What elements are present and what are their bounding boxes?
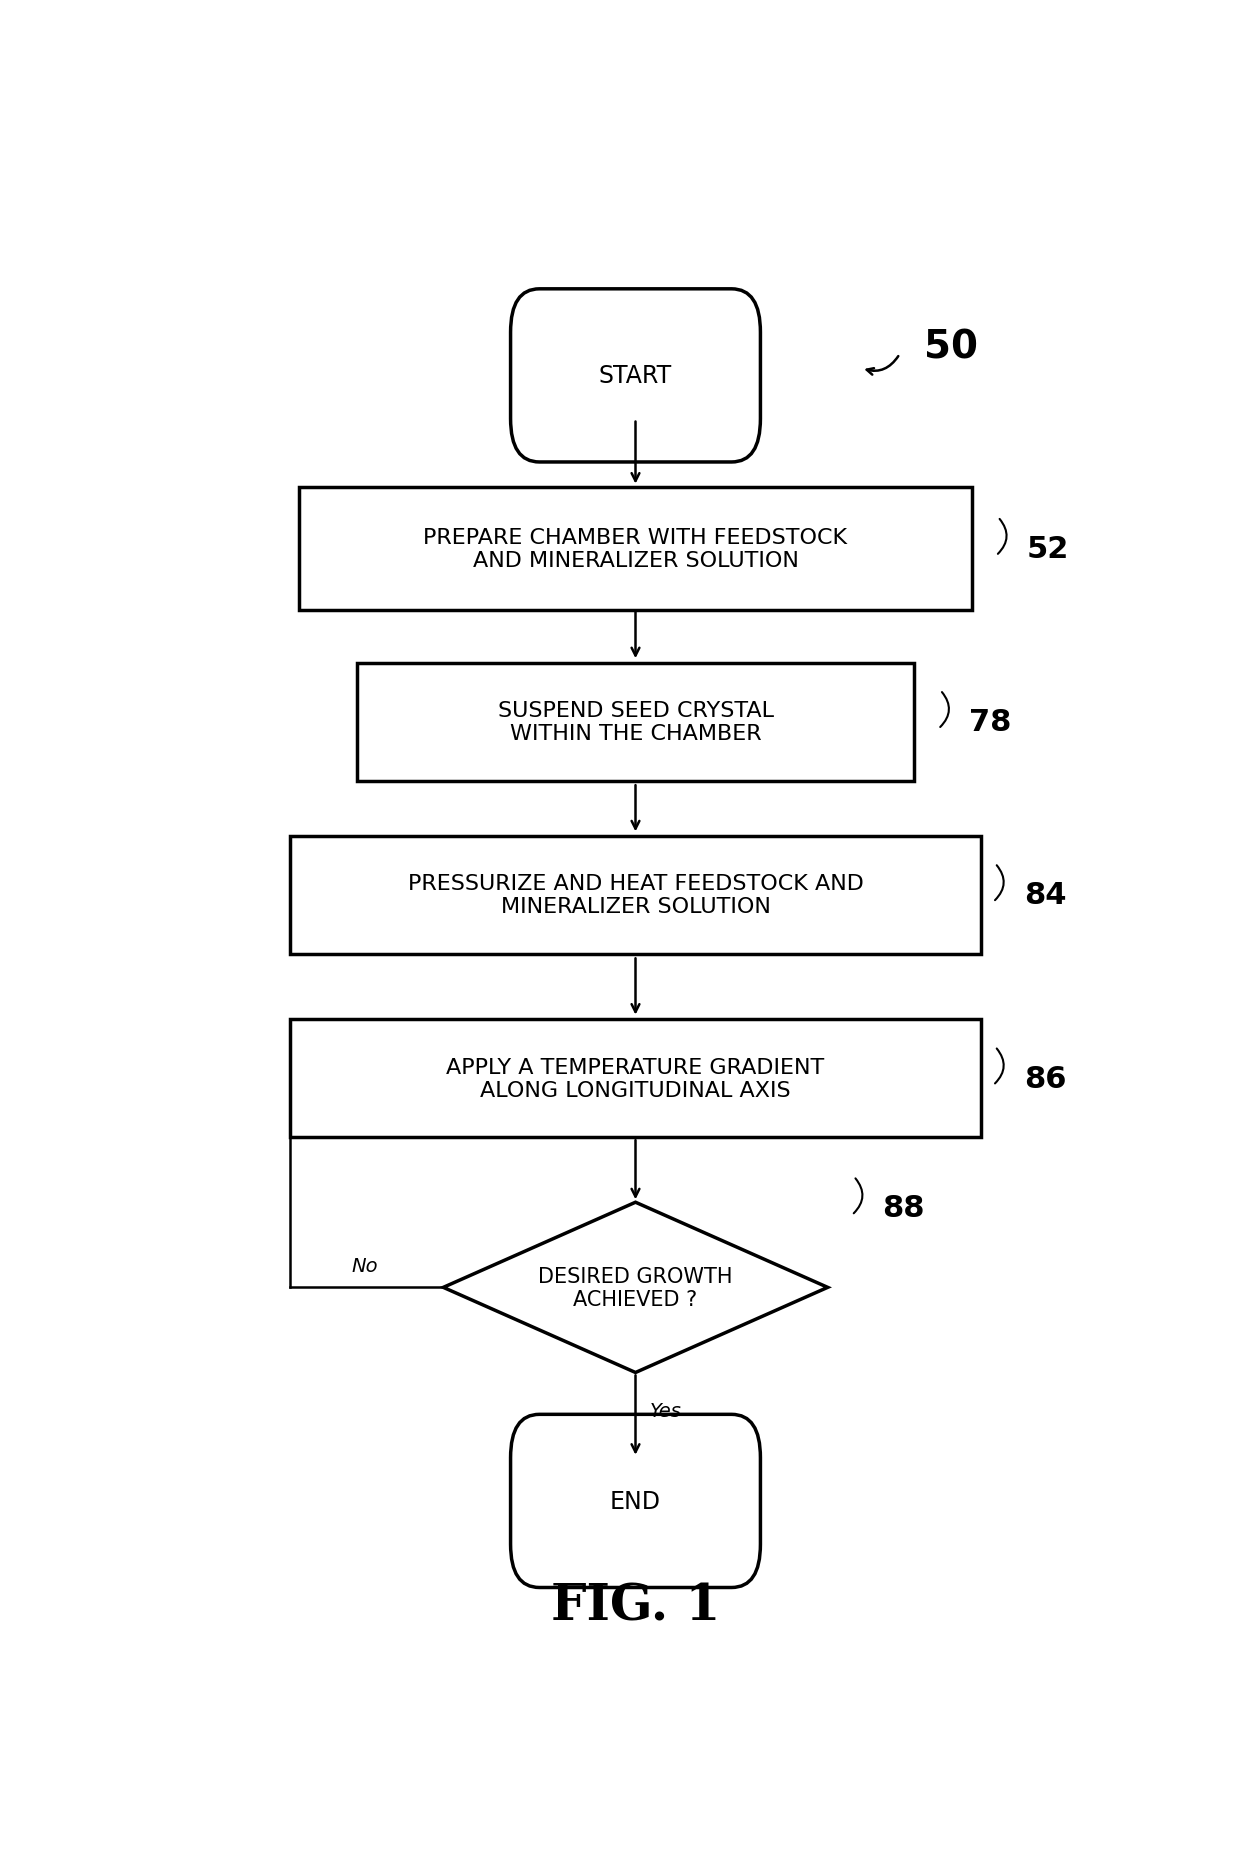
Text: PRESSURIZE AND HEAT FEEDSTOCK AND
MINERALIZER SOLUTION: PRESSURIZE AND HEAT FEEDSTOCK AND MINERA… [408, 875, 863, 918]
Bar [299, 489, 972, 611]
Bar [290, 835, 982, 955]
Bar [290, 1019, 982, 1137]
Text: PREPARE CHAMBER WITH FEEDSTOCK
AND MINERALIZER SOLUTION: PREPARE CHAMBER WITH FEEDSTOCK AND MINER… [423, 528, 848, 571]
Text: DESIRED GROWTH
ACHIEVED ?: DESIRED GROWTH ACHIEVED ? [538, 1266, 733, 1309]
Bar [357, 663, 914, 781]
FancyBboxPatch shape [511, 1414, 760, 1588]
Text: No: No [351, 1257, 378, 1276]
Text: APPLY A TEMPERATURE GRADIENT
ALONG LONGITUDINAL AXIS: APPLY A TEMPERATURE GRADIENT ALONG LONGI… [446, 1056, 825, 1099]
Text: 86: 86 [1024, 1064, 1066, 1094]
Text: 84: 84 [1024, 880, 1066, 910]
Text: 50: 50 [924, 328, 978, 367]
Text: FIG. 1: FIG. 1 [551, 1583, 720, 1631]
FancyBboxPatch shape [511, 290, 760, 463]
Text: 88: 88 [883, 1193, 925, 1223]
Text: START: START [599, 363, 672, 388]
Text: 52: 52 [1027, 536, 1069, 564]
Text: SUSPEND SEED CRYSTAL
WITHIN THE CHAMBER: SUSPEND SEED CRYSTAL WITHIN THE CHAMBER [497, 701, 774, 744]
Text: 78: 78 [968, 708, 1012, 736]
Text: Yes: Yes [650, 1401, 682, 1420]
Polygon shape [444, 1202, 828, 1373]
Text: END: END [610, 1489, 661, 1513]
